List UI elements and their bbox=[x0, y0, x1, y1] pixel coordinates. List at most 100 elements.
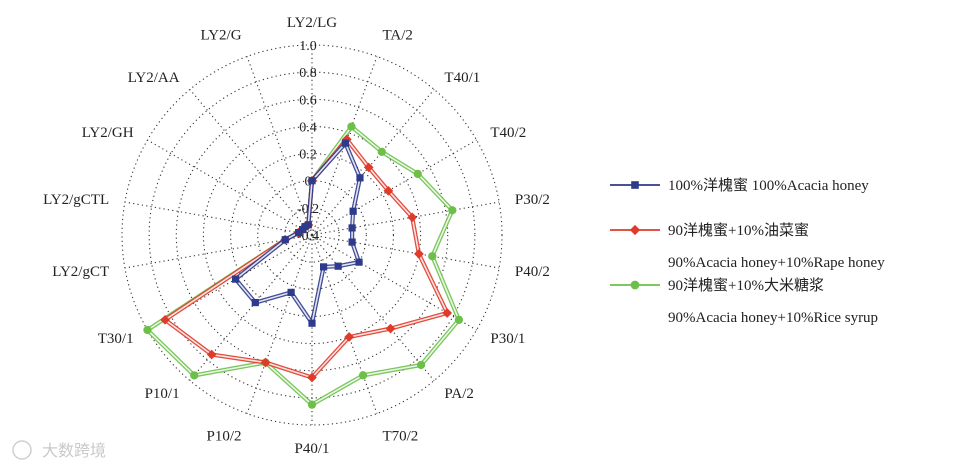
data-point bbox=[348, 238, 356, 246]
series-line bbox=[145, 124, 461, 407]
data-point bbox=[416, 360, 426, 370]
legend-label: 90洋槐蜜+10%大米糖浆 bbox=[668, 276, 824, 294]
data-point bbox=[377, 147, 386, 156]
radial-tick-label: 0 bbox=[305, 175, 312, 190]
data-point bbox=[251, 298, 259, 307]
data-point bbox=[307, 400, 317, 409]
legend: 100%洋槐蜜 100%Acacia honey 90洋槐蜜+10%油菜蜜 90%A… bbox=[610, 177, 885, 326]
data-point bbox=[287, 288, 295, 296]
data-point bbox=[348, 224, 356, 232]
axis-label: P40/2 bbox=[515, 264, 550, 280]
data-point bbox=[320, 263, 328, 271]
series-group bbox=[160, 134, 453, 383]
grid-spoke bbox=[311, 234, 500, 269]
data-point bbox=[363, 162, 374, 173]
axis-label: LY2/gCT bbox=[52, 264, 109, 280]
data-point bbox=[232, 275, 240, 283]
series-layer bbox=[143, 122, 464, 409]
data-point bbox=[442, 308, 453, 318]
radar-grid bbox=[121, 44, 503, 426]
data-point bbox=[448, 206, 457, 215]
radial-tick-label: 0.6 bbox=[299, 93, 317, 108]
legend-sublabel: 90%Acacia honey+10%Rape honey bbox=[668, 255, 885, 271]
data-point bbox=[631, 181, 639, 189]
legend-item: 100%洋槐蜜 100%Acacia honey bbox=[610, 177, 869, 194]
data-point bbox=[454, 315, 464, 324]
axis-label: P30/1 bbox=[490, 331, 525, 347]
data-point bbox=[295, 229, 303, 237]
legend-label: 90洋槐蜜+10%油菜蜜 bbox=[668, 222, 809, 239]
data-point bbox=[383, 186, 394, 196]
data-point bbox=[160, 314, 170, 325]
data-point bbox=[308, 319, 316, 327]
data-point bbox=[413, 169, 422, 179]
data-point bbox=[385, 323, 396, 334]
data-point bbox=[304, 221, 312, 229]
data-point bbox=[349, 207, 357, 215]
data-point bbox=[307, 372, 317, 383]
grid-ring bbox=[202, 125, 422, 345]
grid-ring bbox=[175, 98, 449, 372]
axis-label: T70/2 bbox=[382, 429, 418, 445]
axis-label: TA/2 bbox=[382, 27, 412, 43]
grid-spoke bbox=[246, 56, 313, 236]
radial-tick-label: 0.4 bbox=[299, 120, 317, 135]
axis-label: T30/1 bbox=[98, 331, 134, 347]
data-point bbox=[630, 280, 640, 290]
grid-spoke bbox=[311, 234, 477, 331]
grid-spoke bbox=[311, 234, 435, 381]
legend-item: 90洋槐蜜+10%大米糖浆 90%Acacia honey+10%Rice syr… bbox=[610, 276, 878, 326]
grid-ring bbox=[284, 207, 340, 263]
axis-label: LY2/GH bbox=[82, 125, 134, 141]
axis-label: P10/2 bbox=[207, 429, 242, 445]
data-point bbox=[281, 236, 289, 244]
grid-spoke bbox=[311, 139, 477, 236]
grid-spoke bbox=[124, 201, 313, 236]
data-point bbox=[347, 122, 356, 131]
axis-label: LY2/gCTL bbox=[43, 192, 109, 208]
grid-spoke bbox=[246, 234, 313, 414]
axis-labels: LY2/LG TA/2 T40/1 T40/2 P30/2 P40/2 P30/1 PA/2 T… bbox=[43, 15, 550, 457]
axis-label: LY2/LG bbox=[287, 15, 337, 31]
data-point bbox=[358, 371, 368, 380]
data-point bbox=[341, 139, 350, 147]
legend-label: 100%洋槐蜜 100%Acacia honey bbox=[668, 177, 869, 194]
data-point bbox=[334, 262, 342, 270]
data-point bbox=[260, 357, 271, 368]
legend-item: 90洋槐蜜+10%油菜蜜 90%Acacia honey+10%Rape hone… bbox=[610, 222, 885, 271]
grid-spoke bbox=[311, 201, 500, 236]
data-point bbox=[341, 134, 352, 145]
data-point bbox=[190, 371, 199, 380]
data-point bbox=[428, 252, 437, 261]
watermark-logo-icon bbox=[12, 440, 32, 460]
grid-ring bbox=[121, 44, 503, 426]
series-group bbox=[232, 139, 364, 327]
grid-spoke bbox=[311, 89, 435, 236]
watermark-text: 大数跨境 bbox=[42, 441, 106, 460]
radial-tick-label: 0.2 bbox=[299, 148, 317, 163]
data-point bbox=[629, 224, 641, 236]
axis-label: LY2/G bbox=[201, 27, 242, 43]
data-point bbox=[344, 332, 354, 342]
axis-label: LY2/AA bbox=[128, 70, 180, 86]
axis-label: T40/2 bbox=[490, 125, 526, 141]
axis-label: P30/2 bbox=[515, 192, 550, 208]
grid-spoke bbox=[311, 56, 378, 236]
data-point bbox=[407, 212, 418, 223]
axis-label: P10/1 bbox=[145, 386, 180, 402]
axis-label: PA/2 bbox=[444, 386, 473, 402]
axis-label: T40/1 bbox=[444, 70, 480, 86]
grid-spoke bbox=[189, 234, 313, 381]
data-point bbox=[356, 174, 364, 182]
data-point bbox=[414, 248, 424, 259]
grid-spoke bbox=[147, 234, 313, 331]
radial-tick-label: 1.0 bbox=[299, 39, 317, 54]
axis-label: P40/1 bbox=[294, 441, 329, 457]
radial-tick-label: 0.8 bbox=[299, 66, 317, 81]
series-group bbox=[143, 122, 464, 409]
grid-spoke bbox=[189, 89, 313, 236]
data-point bbox=[143, 325, 152, 335]
watermark: 大数跨境 bbox=[12, 440, 106, 460]
